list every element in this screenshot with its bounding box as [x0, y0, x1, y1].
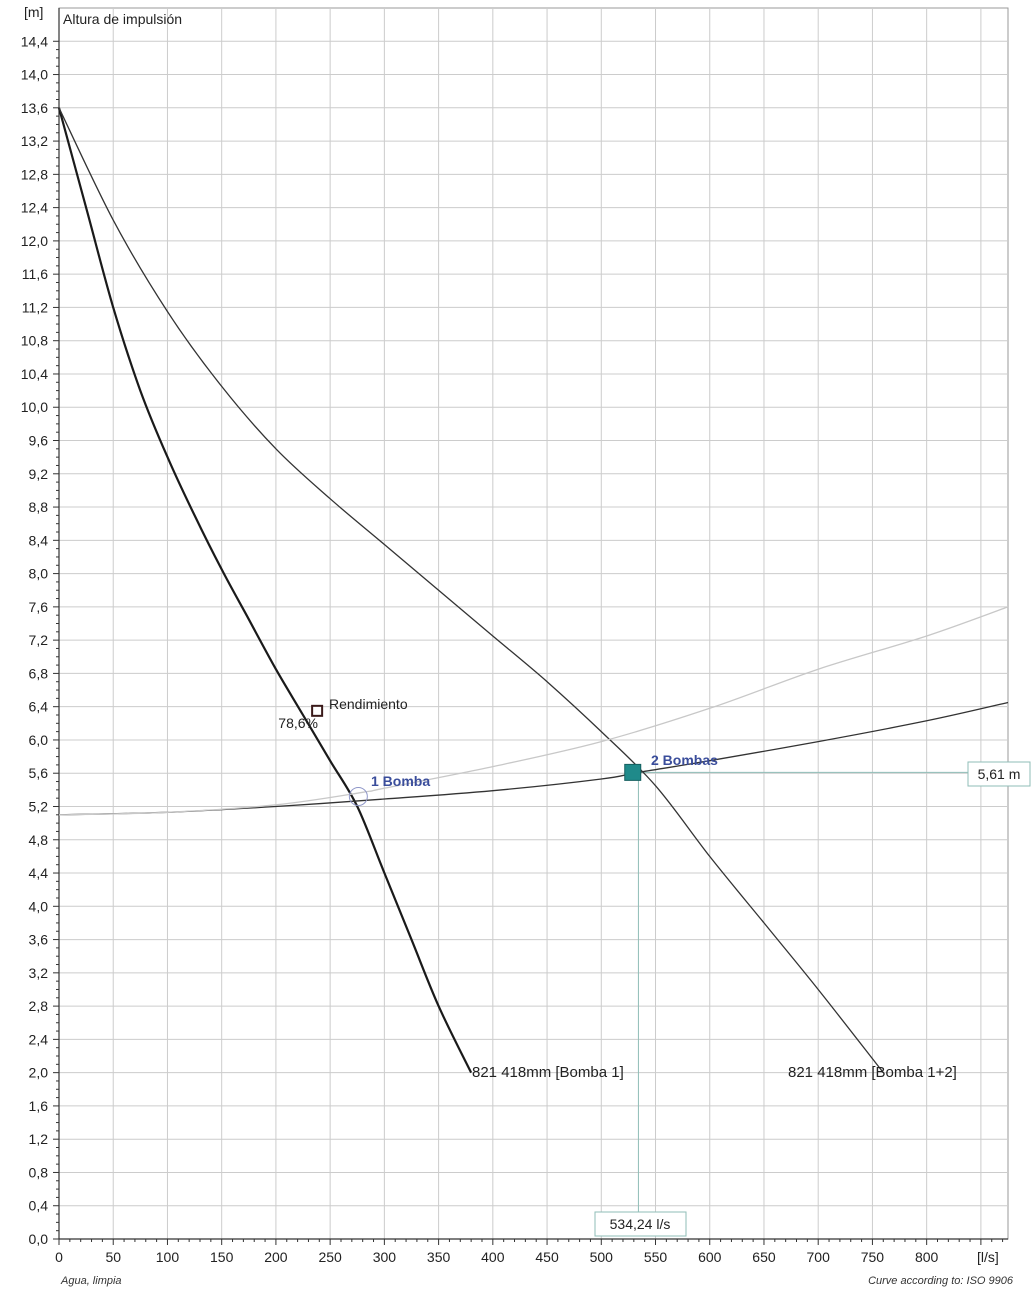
- system-curve-light: [58, 606, 1009, 816]
- efficiency-value: 78,6%: [278, 715, 318, 731]
- y-tick-label: 10,4: [21, 366, 48, 382]
- pump-curve-bomba-1: [57, 107, 473, 1074]
- plot-frame: [58, 7, 1009, 1240]
- y-tick-label: 4,4: [29, 865, 49, 881]
- head-readout: 5,61 m: [978, 766, 1021, 782]
- chart-title: Altura de impulsión: [63, 11, 182, 27]
- x-tick-label: 300: [373, 1249, 397, 1265]
- x-tick-label: 550: [644, 1249, 668, 1265]
- op-label-1-bomba: 1 Bomba: [371, 773, 430, 789]
- footnote-left: Agua, limpia: [60, 1275, 122, 1287]
- y-tick-label: 8,0: [29, 566, 49, 582]
- system-curve-dark: [58, 701, 1009, 816]
- head-readout-box: [967, 761, 1031, 787]
- y-tick-label: 4,8: [29, 832, 49, 848]
- x-tick-label: 450: [535, 1249, 559, 1265]
- y-tick-label: 10,8: [21, 333, 48, 349]
- x-tick-label: 250: [318, 1249, 342, 1265]
- y-tick-label: 12,8: [21, 166, 48, 182]
- y-tick-label: 12,4: [21, 200, 48, 216]
- y-tick-label: 11,6: [22, 266, 48, 282]
- y-tick-label: 6,8: [29, 665, 49, 681]
- y-tick-label: 9,6: [29, 433, 49, 449]
- operating-point-2-bombas: [624, 763, 642, 781]
- y-tick-label: 2,4: [29, 1031, 49, 1047]
- y-tick-label: 7,2: [29, 632, 49, 648]
- efficiency-marker: [311, 704, 324, 717]
- axis-ticks: 0 50 100 150 200 250 300 350 400 450 500 550 600 650 7…: [21, 8, 1008, 1265]
- x-tick-label: 500: [590, 1249, 614, 1265]
- y-tick-label: 4,0: [29, 898, 49, 914]
- x-tick-label: 150: [210, 1249, 234, 1265]
- operating-point-1-bomba: [348, 787, 368, 807]
- x-tick-label: 700: [807, 1249, 831, 1265]
- y-tick-label: 1,2: [29, 1131, 49, 1147]
- y-tick-label: 9,2: [29, 466, 49, 482]
- y-tick-label: 12,0: [21, 233, 48, 249]
- y-tick-label: 8,8: [29, 499, 49, 515]
- series-label-bomba-1-2: 821 418mm [Bomba 1+2]: [788, 1064, 957, 1081]
- x-tick-label: 50: [105, 1249, 121, 1265]
- y-tick-label: 2,8: [29, 998, 49, 1014]
- y-tick-label: 11,2: [22, 299, 48, 315]
- x-tick-label: 200: [264, 1249, 288, 1265]
- x-axis-unit: [l/s]: [977, 1249, 999, 1265]
- y-tick-label: 3,6: [29, 932, 49, 948]
- curves-layer: [57, 107, 1009, 1212]
- y-tick-label: 8,4: [29, 532, 49, 548]
- y-tick-label: 6,4: [29, 699, 49, 715]
- y-tick-label: 0,0: [29, 1231, 49, 1247]
- y-tick-label: 2,0: [29, 1065, 49, 1081]
- y-tick-label: 6,0: [29, 732, 49, 748]
- y-tick-label: 0,8: [29, 1164, 49, 1180]
- x-tick-label: 600: [698, 1249, 722, 1265]
- y-tick-label: 14,0: [21, 67, 48, 83]
- efficiency-label: Rendimiento: [329, 696, 408, 712]
- y-tick-label: 0,4: [29, 1198, 49, 1214]
- y-tick-label: 13,6: [21, 100, 48, 116]
- y-axis-unit: [m]: [24, 4, 43, 20]
- y-tick-label: 5,2: [29, 798, 49, 814]
- series-label-bomba-1: 821 418mm [Bomba 1]: [472, 1064, 624, 1081]
- x-tick-label: 750: [861, 1249, 885, 1265]
- y-tick-label: 10,0: [21, 399, 48, 415]
- x-tick-label: 400: [481, 1249, 505, 1265]
- x-tick-label: 100: [156, 1249, 180, 1265]
- pump-curve-bomba-1-2: [58, 107, 884, 1074]
- x-tick-label: 350: [427, 1249, 451, 1265]
- grid-layer: [58, 7, 1009, 1240]
- op-label-2-bombas: 2 Bombas: [651, 752, 718, 768]
- y-tick-label: 5,6: [29, 765, 49, 781]
- y-tick-label: 3,2: [29, 965, 49, 981]
- y-tick-label: 1,6: [29, 1098, 49, 1114]
- y-tick-label: 14,4: [21, 33, 48, 49]
- x-tick-label: 650: [752, 1249, 776, 1265]
- footnote-right: Curve according to: ISO 9906: [868, 1275, 1014, 1287]
- y-tick-label: 13,2: [21, 133, 48, 149]
- flow-readout-box: [594, 1211, 687, 1237]
- y-tick-label: 7,6: [29, 599, 49, 615]
- x-tick-label: 0: [55, 1249, 63, 1265]
- flow-readout: 534,24 l/s: [610, 1216, 671, 1232]
- x-tick-label: 800: [915, 1249, 939, 1265]
- markers-layer: [311, 704, 642, 807]
